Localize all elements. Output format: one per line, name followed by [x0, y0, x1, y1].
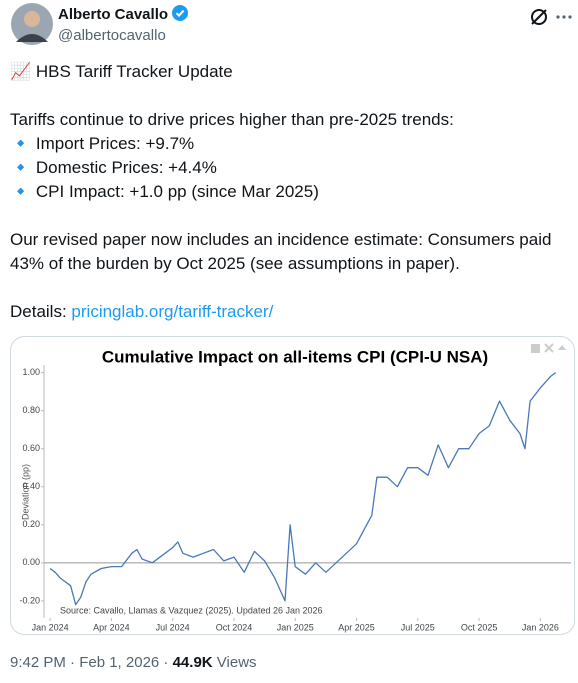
y-tick-label: 0.60 — [22, 443, 40, 453]
x-tick-label: Jan 2025 — [277, 622, 314, 632]
x-tick-label: Jul 2025 — [401, 622, 435, 632]
home-icon[interactable] — [558, 345, 566, 350]
details-label: Details: — [10, 302, 67, 321]
y-tick-label: -0.20 — [19, 595, 40, 605]
y-tick-label: 0.80 — [22, 405, 40, 415]
paragraph: Our revised paper now includes an incide… — [10, 230, 552, 273]
x-tick-label: Jan 2024 — [32, 622, 69, 632]
x-tick-label: Oct 2024 — [216, 622, 253, 632]
details: Details: pricinglab.org/tariff-tracker/ — [10, 300, 570, 324]
y-tick-label: 0.40 — [22, 481, 40, 491]
data-line — [49, 372, 557, 606]
y-tick-label: 1.00 — [22, 367, 40, 377]
author-name[interactable]: Alberto Cavallo — [58, 5, 189, 23]
menu-icon[interactable] — [531, 344, 540, 353]
source: Source: Cavallo, Llamas & Vazquez (2025)… — [60, 605, 323, 615]
author-handle[interactable]: @albertocavallo — [58, 27, 166, 44]
views-label: Views — [216, 654, 257, 671]
bullet: 🔹 Domestic Prices: +4.4% — [10, 158, 217, 177]
chart[interactable]: Cumulative Impact on all-items CPI (CPI-… — [0, 336, 578, 636]
view-count: 44.9K — [172, 654, 213, 671]
chart-frame — [10, 336, 575, 635]
close-icon[interactable] — [544, 343, 554, 353]
post-text: 📈 HBS Tariff Tracker Update Tariffs cont… — [10, 60, 570, 324]
bullet: 🔹 Import Prices: +9.7% — [10, 134, 195, 153]
more-icon[interactable] — [554, 7, 574, 27]
timestamp[interactable]: 9:42 PM · Feb 1, 2026 · — [10, 654, 169, 671]
bullet: 🔹 CPI Impact: +1.0 pp (since Mar 2025) — [10, 182, 319, 201]
verified-badge — [172, 5, 189, 21]
x-tick-label: Jan 2026 — [522, 622, 559, 632]
intro: Tariffs continue to drive prices higher … — [10, 110, 454, 129]
link[interactable]: pricinglab.org/tariff-tracker/ — [71, 302, 274, 321]
author-name-text: Alberto Cavallo — [58, 6, 169, 23]
headline: 📈 HBS Tariff Tracker Update — [10, 62, 233, 81]
x-tick-label: Apr 2025 — [338, 622, 375, 632]
post-meta: 9:42 PM · Feb 1, 2026 · 44.9K Views — [10, 654, 257, 671]
chart-title: Cumulative Impact on all-items CPI (CPI-… — [102, 347, 488, 366]
y-tick-label: 0.00 — [22, 557, 40, 567]
y-tick-label: 0.20 — [22, 519, 40, 529]
x-tick-label: Apr 2024 — [93, 622, 130, 632]
x-tick-label: Oct 2025 — [461, 622, 498, 632]
grok-icon[interactable] — [529, 7, 549, 27]
avatar[interactable] — [10, 2, 54, 46]
x-tick-label: Jul 2024 — [156, 622, 190, 632]
y-axis-label: Deviation (pp) — [20, 464, 30, 520]
